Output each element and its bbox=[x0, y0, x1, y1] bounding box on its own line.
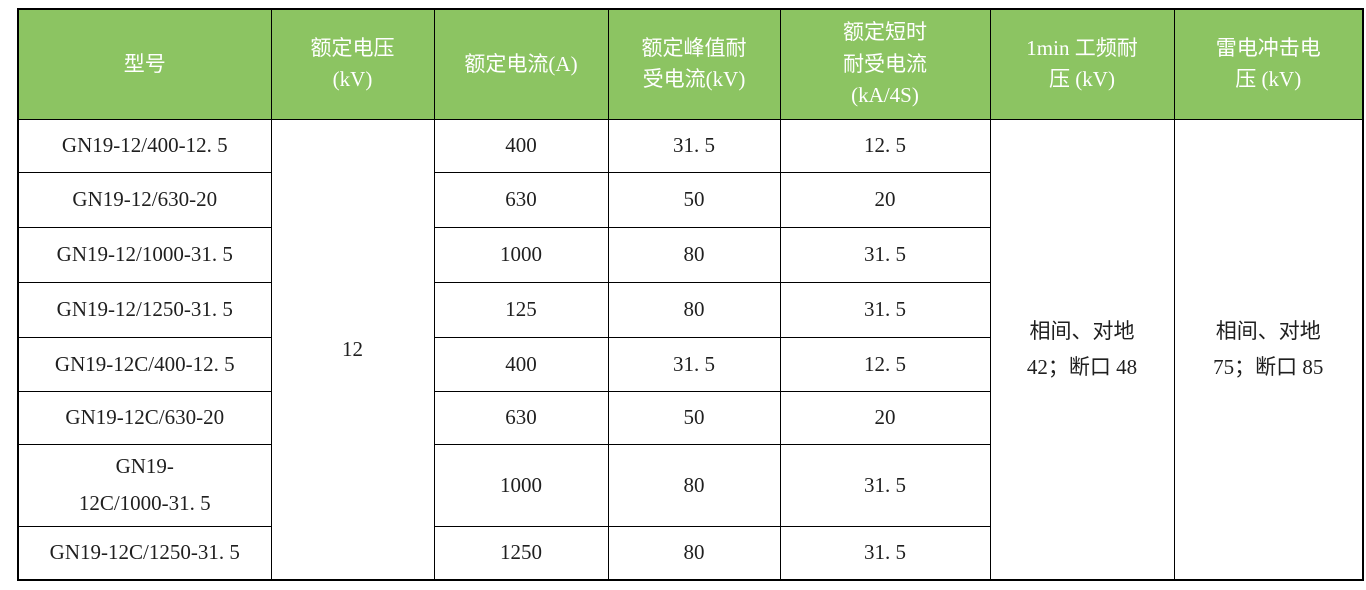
short-time-withstand-cell: 20 bbox=[779, 390, 991, 445]
rated-current-cell: 400 bbox=[433, 336, 609, 392]
short-time-withstand-cell: 12. 5 bbox=[779, 118, 991, 173]
peak-withstand-cell: 80 bbox=[607, 525, 781, 581]
peak-withstand-cell: 31. 5 bbox=[607, 118, 781, 173]
short-time-withstand-cell: 12. 5 bbox=[779, 336, 991, 392]
table-row: GN19-12C/630-20 630 50 20 bbox=[17, 390, 1363, 445]
short-time-withstand-cell: 31. 5 bbox=[779, 281, 991, 338]
peak-withstand-cell: 50 bbox=[607, 171, 781, 228]
table-row: GN19- 12C/1000-31. 5 1000 80 31. 5 bbox=[17, 443, 1363, 527]
model-cell: GN19-12/1000-31. 5 bbox=[17, 226, 272, 283]
model-cell: GN19-12C/1250-31. 5 bbox=[17, 525, 272, 581]
short-time-withstand-cell: 20 bbox=[779, 171, 991, 228]
model-cell: GN19- 12C/1000-31. 5 bbox=[17, 443, 272, 527]
header-row: 型号 额定电压 (kV) 额定电流(A) 额定峰值耐 受电流(kV) 额定短时 … bbox=[17, 8, 1364, 120]
rated-current-cell: 630 bbox=[433, 390, 609, 445]
spec-table-container: 型号 额定电压 (kV) 额定电流(A) 额定峰值耐 受电流(kV) 额定短时 … bbox=[17, 8, 1364, 581]
table-row: GN19-12C/1250-31. 5 1250 80 31. 5 bbox=[17, 525, 1363, 581]
model-cell: GN19-12/630-20 bbox=[17, 171, 272, 228]
header-power-frequency-withstand-voltage: 1min 工频耐 压 (kV) bbox=[989, 8, 1175, 120]
short-time-withstand-cell: 31. 5 bbox=[779, 226, 991, 283]
model-cell: GN19-12/400-12. 5 bbox=[17, 118, 272, 173]
peak-withstand-cell: 80 bbox=[607, 226, 781, 283]
peak-withstand-cell: 50 bbox=[607, 390, 781, 445]
table-row: GN19-12/400-12. 5 12 400 31. 5 12. 5 相间、… bbox=[17, 118, 1364, 581]
model-cell: GN19-12/1250-31. 5 bbox=[17, 281, 272, 338]
rated-current-cell: 1250 bbox=[433, 525, 609, 581]
header-peak-withstand-current: 额定峰值耐 受电流(kV) bbox=[607, 8, 781, 120]
rated-current-cell: 125 bbox=[433, 281, 609, 338]
rated-voltage-cell: 12 bbox=[270, 118, 435, 581]
table-row: GN19-12C/400-12. 5 400 31. 5 12. 5 bbox=[17, 336, 1363, 392]
header-short-time-withstand-current: 额定短时 耐受电流 (kA/4S) bbox=[779, 8, 991, 120]
short-time-withstand-cell: 31. 5 bbox=[779, 443, 991, 527]
header-lightning-impulse-voltage: 雷电冲击电 压 (kV) bbox=[1173, 8, 1364, 120]
rated-current-cell: 1000 bbox=[433, 226, 609, 283]
table-row: GN19-12/1250-31. 5 125 80 31. 5 bbox=[17, 281, 1363, 338]
peak-withstand-cell: 80 bbox=[607, 281, 781, 338]
header-rated-voltage: 额定电压 (kV) bbox=[270, 8, 435, 120]
peak-withstand-cell: 31. 5 bbox=[607, 336, 781, 392]
peak-withstand-cell: 80 bbox=[607, 443, 781, 527]
header-rated-current: 额定电流(A) bbox=[433, 8, 609, 120]
power-frequency-cell: 相间、对地 42；断口 48 bbox=[989, 118, 1175, 581]
short-time-withstand-cell: 31. 5 bbox=[779, 525, 991, 581]
rated-current-cell: 400 bbox=[433, 118, 609, 173]
spec-table: 型号 额定电压 (kV) 额定电流(A) 额定峰值耐 受电流(kV) 额定短时 … bbox=[17, 8, 1364, 581]
lightning-impulse-cell: 相间、对地 75；断口 85 bbox=[1173, 118, 1364, 581]
header-model: 型号 bbox=[17, 8, 272, 120]
table-row: GN19-12/1000-31. 5 1000 80 31. 5 bbox=[17, 226, 1363, 283]
table-row: GN19-12/630-20 630 50 20 bbox=[17, 171, 1363, 228]
model-cell: GN19-12C/630-20 bbox=[17, 390, 272, 445]
model-cell: GN19-12C/400-12. 5 bbox=[17, 336, 272, 392]
rated-current-cell: 1000 bbox=[433, 443, 609, 527]
rated-current-cell: 630 bbox=[433, 171, 609, 228]
